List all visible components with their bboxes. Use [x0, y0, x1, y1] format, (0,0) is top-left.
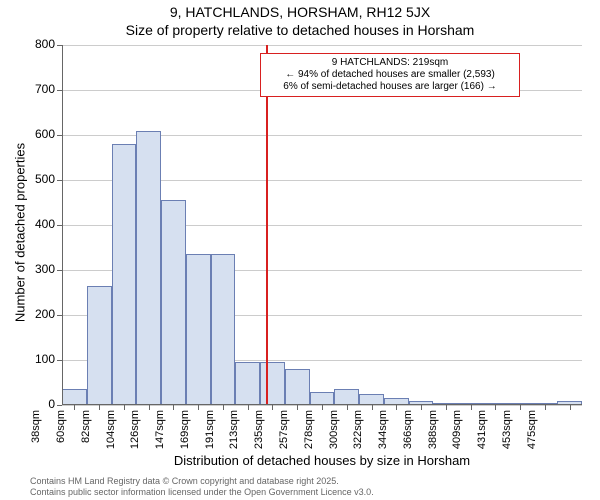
x-tick-mark [149, 405, 150, 410]
y-tick-label: 700 [20, 82, 55, 96]
footer-line2: Contains public sector information licen… [30, 487, 374, 498]
plot-border [62, 45, 582, 405]
x-tick-mark [520, 405, 521, 410]
x-tick-mark [570, 405, 571, 410]
x-tick-mark [421, 405, 422, 410]
x-tick-mark [272, 405, 273, 410]
x-tick-mark [322, 405, 323, 410]
x-tick-mark [248, 405, 249, 410]
chart-container: 9, HATCHLANDS, HORSHAM, RH12 5JX Size of… [0, 0, 600, 500]
footer-line1: Contains HM Land Registry data © Crown c… [30, 476, 374, 487]
chart-title-main: 9, HATCHLANDS, HORSHAM, RH12 5JX [0, 4, 600, 20]
y-axis-label: Number of detached properties [13, 73, 28, 393]
y-tick-label: 0 [20, 397, 55, 411]
y-tick-label: 300 [20, 262, 55, 276]
y-tick-label: 600 [20, 127, 55, 141]
footer-attribution: Contains HM Land Registry data © Crown c… [30, 476, 374, 498]
x-tick-mark [347, 405, 348, 410]
x-tick-label: 38sqm [30, 410, 42, 460]
x-tick-mark [173, 405, 174, 410]
x-tick-mark [297, 405, 298, 410]
y-tick-label: 200 [20, 307, 55, 321]
x-tick-mark [471, 405, 472, 410]
y-tick-label: 400 [20, 217, 55, 231]
plot-area: 0100200300400500600700800 38sqm60sqm82sq… [62, 45, 582, 405]
x-tick-mark [124, 405, 125, 410]
y-tick-label: 800 [20, 37, 55, 51]
x-tick-mark [74, 405, 75, 410]
x-tick-mark [545, 405, 546, 410]
x-tick-mark [99, 405, 100, 410]
y-tick-mark [57, 405, 62, 406]
x-tick-mark [223, 405, 224, 410]
y-tick-label: 100 [20, 352, 55, 366]
chart-title-sub: Size of property relative to detached ho… [0, 22, 600, 38]
x-tick-mark [446, 405, 447, 410]
x-tick-mark [495, 405, 496, 410]
x-axis-label: Distribution of detached houses by size … [62, 453, 582, 468]
x-tick-mark [198, 405, 199, 410]
x-tick-mark [372, 405, 373, 410]
x-tick-mark [396, 405, 397, 410]
y-tick-label: 500 [20, 172, 55, 186]
